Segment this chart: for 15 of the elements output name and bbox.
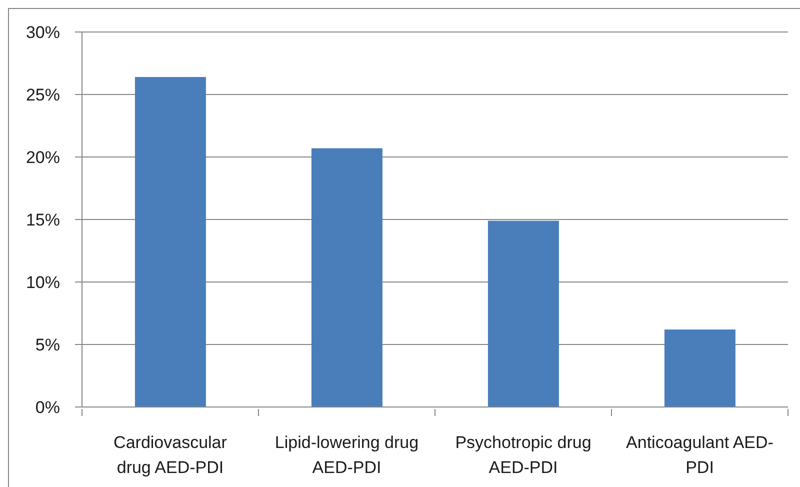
bar [311,148,382,407]
x-tick-label: Cardiovascular drug AED-PDI [114,433,228,477]
y-tick-label: 25% [26,86,60,105]
y-tick-label: 20% [26,148,60,168]
x-tick-label: Lipid-lowering drug AED-PDI [274,433,419,477]
x-tick-label: Anticoagulant AED-PDI [626,433,774,477]
y-tick-label: 30% [26,23,60,42]
y-tick-label: 10% [26,273,60,292]
bar [134,77,206,407]
x-tick-label: Psychotropic drug AED-PDI [455,433,592,477]
y-tick-label: 5% [35,336,60,355]
y-tick-label: 15% [26,210,60,230]
bar [488,220,559,407]
y-tick-label: 0% [35,398,60,418]
bar [664,330,736,407]
